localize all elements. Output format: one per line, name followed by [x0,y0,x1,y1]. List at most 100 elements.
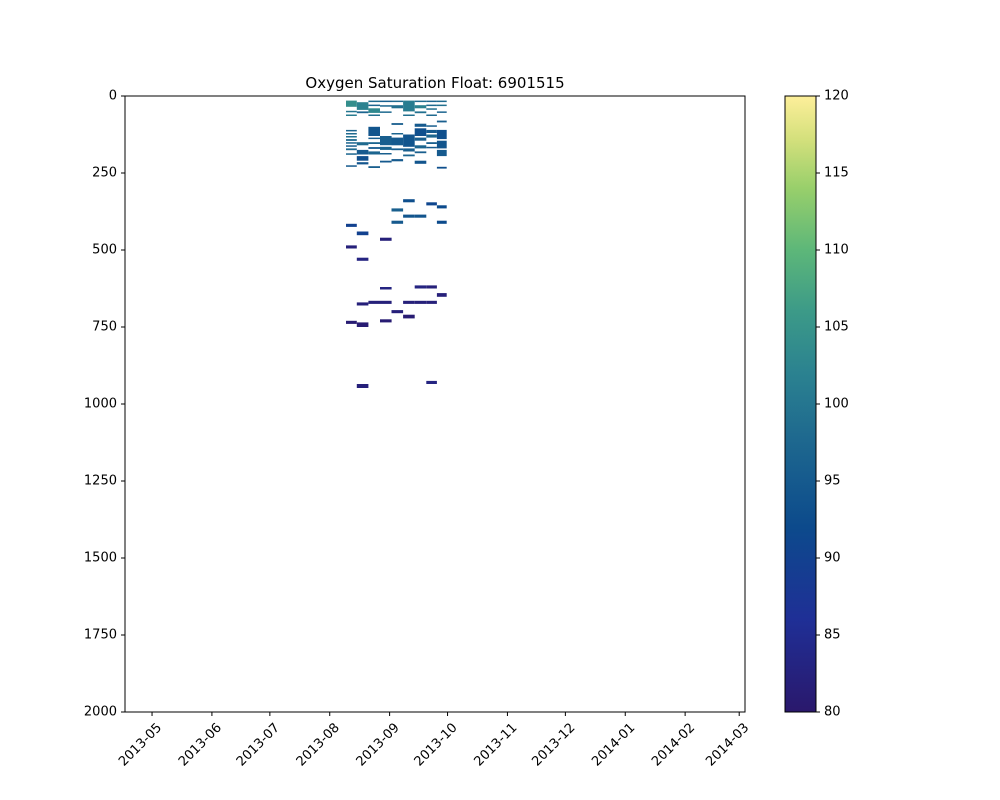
heatmap-cell [436,100,447,103]
heatmap-cell [426,100,437,103]
colorbar-tick-label: 85 [824,628,841,643]
heatmap-cell [391,208,404,212]
heatmap-cell [368,104,380,107]
heatmap-cell [426,129,437,133]
heatmap-cell [368,114,380,116]
colorbar-tick-label: 105 [824,320,849,335]
heatmap-cell [426,134,437,138]
heatmap-cell [436,129,447,140]
heatmap-cell [414,214,427,218]
heatmap-cell [346,133,357,135]
heatmap-cell [346,145,357,147]
x-tick-label: 2014-01 [589,720,638,769]
colorbar-tick-label: 110 [824,243,849,258]
y-tick-label: 0 [109,89,117,104]
heatmap-cell [436,140,447,149]
colorbar-tick-label: 120 [824,89,849,104]
heatmap-cell [356,102,369,110]
heatmap-cell [414,137,427,141]
x-tick-label: 2014-03 [703,720,752,769]
heatmap-cell [346,114,357,116]
heatmap-cell [380,300,392,304]
heatmap-cell [403,154,415,157]
heatmap-cell [414,111,427,114]
heatmap-cell [391,133,404,135]
heatmap-cell [356,111,369,114]
heatmap-cell [436,166,447,169]
heatmap-cell [356,257,369,261]
heatmap-cell [414,151,427,154]
heatmap-cell [391,100,404,103]
x-tick-label: 2013-11 [471,720,520,769]
heatmap-cell [414,300,427,304]
y-tick-label: 1500 [84,551,117,566]
heatmap-cell [346,245,357,249]
heatmap-cell [368,147,380,149]
heatmap-cell [403,134,415,147]
x-tick-label: 2013-10 [412,720,461,769]
colorbar [784,95,817,713]
x-tick-label: 2013-06 [176,720,225,769]
heatmap-cell [403,300,415,304]
heatmap-cell [356,231,369,236]
heatmap-cell [356,142,369,146]
x-tick-label: 2013-09 [354,720,403,769]
heatmap-cell [414,160,427,164]
heatmap-cell [346,129,357,132]
heatmap-cell [380,153,392,155]
heatmap-cell [426,125,437,127]
heatmap-cell [356,384,369,388]
heatmap-cell [403,148,415,152]
heatmap-cell [391,148,404,151]
heatmap-cell [368,142,380,144]
heatmap-cell [368,126,380,136]
x-tick-label: 2013-05 [116,720,165,769]
heatmap-cell [346,153,357,155]
heatmap-cell [426,146,437,149]
x-tick-label: 2013-07 [234,720,283,769]
heatmap-cells [346,100,447,388]
heatmap-cell [403,314,415,319]
heatmap-cell [380,146,392,150]
y-axis: 0 250 500 750 1000 1250 1500 1750 2000 [84,89,125,720]
heatmap-cell [403,199,415,203]
heatmap-cell [380,237,392,241]
x-tick-label: 2014-02 [649,720,698,769]
heatmap-cell [426,380,437,384]
heatmap-cell [380,136,392,146]
colorbar-tick-label: 95 [824,474,841,489]
heatmap-cell [391,105,404,109]
heatmap-cell [346,136,357,138]
heatmap-cell [368,151,380,155]
heatmap-cell [414,285,427,289]
heatmap-cell [414,105,427,109]
heatmap-cell [436,149,447,157]
heatmap-cell [436,120,447,123]
heatmap-cell [426,114,437,116]
heatmap-cell [414,100,427,103]
colorbar-tick-label: 90 [824,551,841,566]
heatmap-cell [414,145,427,149]
heatmap-cell [426,202,437,206]
heatmap-cell [426,300,437,304]
heatmap-cell [346,320,357,324]
heatmap-cell [346,110,357,113]
heatmap-cell [356,322,369,327]
heatmap-cell [426,104,437,107]
heatmap-cell [391,220,404,224]
chart-title: Oxygen Saturation Float: 6901515 [305,74,564,92]
heatmap-cell [356,149,369,155]
y-tick-label: 1000 [84,397,117,412]
heatmap-cell [414,123,427,127]
heatmap-cell [391,159,404,162]
x-tick-label: 2013-08 [294,720,343,769]
heatmap-cell [426,285,437,289]
heatmap-cell [380,100,392,103]
heatmap-cell [368,166,380,168]
heatmap-cell [436,111,447,113]
y-tick-label: 1250 [84,474,117,489]
heatmap-cell [414,128,427,136]
heatmap-cell [436,205,447,209]
colorbar-axis: 80 85 90 95 100 105 110 115 120 [816,89,849,720]
